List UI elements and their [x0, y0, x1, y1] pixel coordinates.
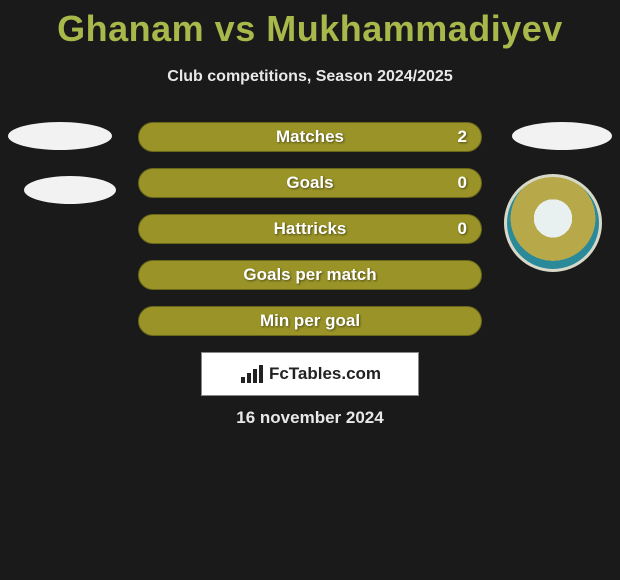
stat-label: Matches: [276, 127, 344, 147]
player-right-avatar-placeholder: [512, 122, 612, 150]
stat-bar-min-per-goal: Min per goal: [138, 306, 482, 336]
stat-bar-goals-per-match: Goals per match: [138, 260, 482, 290]
brand-label: FcTables.com: [269, 364, 381, 384]
brand-box[interactable]: FcTables.com: [201, 352, 419, 396]
stat-bar-matches: Matches 2: [138, 122, 482, 152]
stat-label: Min per goal: [260, 311, 360, 331]
snapshot-date: 16 november 2024: [0, 408, 620, 428]
stat-value: 0: [458, 173, 467, 193]
club-badge-right: [504, 174, 602, 272]
player-left-avatar-placeholder-1: [8, 122, 112, 150]
comparison-subtitle: Club competitions, Season 2024/2025: [0, 68, 620, 86]
stat-bar-hattricks: Hattricks 0: [138, 214, 482, 244]
comparison-title: Ghanam vs Mukhammadiyev: [0, 0, 620, 50]
stat-label: Goals: [286, 173, 333, 193]
stat-bar-goals: Goals 0: [138, 168, 482, 198]
stat-label: Goals per match: [243, 265, 376, 285]
stat-label: Hattricks: [274, 219, 347, 239]
stat-bars: Matches 2 Goals 0 Hattricks 0 Goals per …: [138, 122, 482, 352]
brand-chart-icon: [239, 365, 263, 383]
stat-value: 0: [458, 219, 467, 239]
stat-value: 2: [458, 127, 467, 147]
player-left-avatar-placeholder-2: [24, 176, 116, 204]
